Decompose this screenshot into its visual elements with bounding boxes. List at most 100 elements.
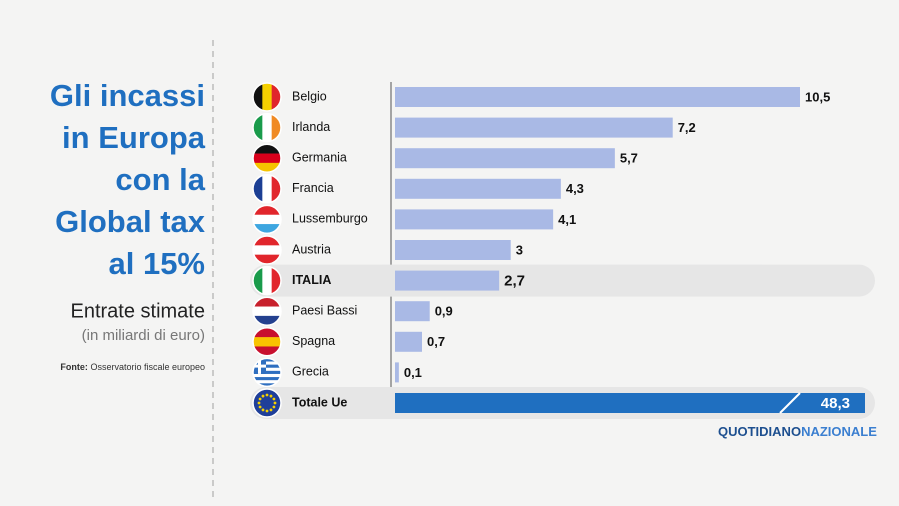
bar (395, 209, 554, 230)
chart-title: Gli incassi (50, 78, 205, 113)
category-label: Austria (292, 242, 331, 256)
value-label: 0,1 (404, 365, 422, 380)
value-label: 10,5 (805, 89, 830, 104)
logo-part: QUOTIDIANO (718, 424, 801, 439)
flag-stripe (253, 370, 281, 375)
source-label: Fonte: (60, 362, 88, 372)
flag-ring (252, 265, 282, 296)
flag-stripe (262, 174, 272, 203)
category-label: Belgio (292, 89, 327, 103)
flag-star (272, 405, 276, 409)
bar (395, 301, 430, 322)
value-label: 2,7 (504, 273, 525, 290)
flag-ring (252, 143, 282, 173)
flag-ring (252, 204, 282, 235)
flag-ring (252, 388, 282, 418)
flag (253, 113, 281, 142)
flag-star (261, 408, 265, 412)
category-label: Francia (292, 181, 334, 195)
chart-title: con la (115, 162, 205, 197)
flag-star (269, 394, 273, 398)
flag (253, 266, 281, 295)
flag-stripe (253, 153, 281, 164)
flag-stripe (253, 266, 263, 295)
value-label: 0,9 (435, 304, 453, 319)
bar (395, 331, 422, 352)
unit-note: (in miliardi di euro) (82, 327, 205, 344)
value-label: 4,3 (566, 181, 584, 196)
logo: QUOTIDIANONAZIONALE (718, 424, 877, 439)
flag-star (272, 397, 276, 401)
category-label: Grecia (292, 365, 329, 379)
flag (253, 174, 281, 203)
flag-stripe (253, 361, 281, 365)
flag-stripe (271, 83, 281, 111)
flag-stripe (253, 358, 281, 362)
flag-stripe (253, 83, 263, 111)
bar (395, 117, 673, 138)
flag-stripe (253, 364, 281, 369)
bar (395, 270, 500, 291)
flag-cross (258, 358, 261, 374)
total-bar (395, 393, 865, 413)
source: Fonte: Osservatorio fiscale europeo (60, 362, 205, 372)
value-label: 0,7 (427, 334, 445, 349)
flag (253, 144, 281, 173)
flag-stripe (253, 113, 263, 142)
chart-title: al 15% (108, 246, 205, 281)
flag (253, 327, 281, 356)
bar (395, 240, 511, 260)
flag-stripe (253, 254, 281, 264)
flag-star (265, 409, 269, 413)
value-label: 7,2 (678, 120, 696, 135)
flag-stripe (253, 236, 281, 246)
category-label: Irlanda (292, 120, 330, 134)
value-label: 5,7 (620, 151, 638, 166)
flag-stripe (253, 383, 281, 387)
category-label: Lussemburgo (292, 212, 368, 226)
chart-title: in Europa (62, 120, 206, 155)
flag-stripe (262, 113, 272, 142)
flag-ring (252, 174, 282, 204)
highlight-row (250, 264, 875, 297)
flag-stripe (262, 266, 272, 295)
flag-stripe (253, 214, 281, 225)
flag-stripe (262, 83, 272, 111)
flag-stripe (253, 306, 281, 317)
flag-stripe (253, 346, 281, 356)
flag-stripe (271, 113, 281, 142)
flag-stripe (253, 367, 281, 372)
chart-title: Global tax (55, 204, 206, 239)
flag-stripe (253, 377, 281, 381)
total-slash (779, 392, 801, 414)
subtitle: Entrate stimate (70, 300, 205, 322)
flag-stripe (253, 380, 281, 384)
flag-ring (252, 327, 282, 357)
bar (395, 87, 800, 107)
flag-stripe (253, 315, 281, 326)
total-value-label: 48,3 (821, 395, 850, 412)
flag-ring (252, 296, 282, 326)
flag-stripe (253, 245, 281, 255)
category-label: Spagna (292, 334, 335, 348)
flag-stripe (253, 297, 281, 307)
flag-star (258, 397, 262, 401)
category-label: ITALIA (292, 273, 331, 287)
flag-stripe (253, 162, 281, 173)
category-label: Paesi Bassi (292, 303, 357, 317)
flag-stripe (271, 266, 281, 295)
flag-stripe (253, 205, 281, 216)
flag-ring (252, 357, 282, 388)
bar (395, 148, 615, 169)
flag (253, 83, 281, 111)
flag-ring (252, 235, 282, 265)
flag-star (273, 401, 277, 405)
flag-star (265, 393, 269, 397)
flag-star (257, 401, 261, 405)
bar (395, 362, 399, 383)
logo-part: NAZIONALE (801, 424, 877, 439)
flag-star (261, 394, 265, 398)
value-label: 4,1 (558, 212, 576, 227)
